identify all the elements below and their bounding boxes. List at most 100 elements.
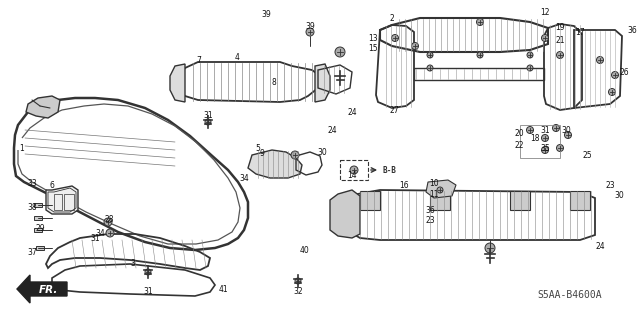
- Text: 9: 9: [260, 148, 264, 157]
- Text: 34: 34: [239, 173, 249, 182]
- Text: 25: 25: [582, 150, 592, 159]
- Polygon shape: [430, 191, 450, 210]
- Text: 30: 30: [614, 190, 624, 199]
- Circle shape: [527, 65, 533, 71]
- Text: 1: 1: [20, 143, 24, 153]
- Text: 31: 31: [143, 286, 153, 295]
- Polygon shape: [46, 186, 78, 214]
- Text: 39: 39: [305, 21, 315, 30]
- Bar: [34, 228, 42, 232]
- Circle shape: [412, 43, 419, 50]
- Text: 17: 17: [575, 28, 585, 36]
- Polygon shape: [248, 150, 302, 178]
- Text: FR.: FR.: [39, 285, 58, 295]
- Polygon shape: [315, 64, 330, 102]
- Text: 18: 18: [531, 133, 540, 142]
- Text: 7: 7: [196, 55, 202, 65]
- Circle shape: [335, 47, 345, 57]
- Text: 15: 15: [368, 44, 378, 52]
- Circle shape: [437, 187, 443, 193]
- Text: 31: 31: [203, 110, 213, 119]
- Text: 6: 6: [49, 180, 54, 189]
- Text: 21: 21: [556, 36, 564, 44]
- Text: 32: 32: [293, 286, 303, 295]
- Circle shape: [527, 126, 534, 133]
- Circle shape: [295, 278, 301, 284]
- Text: 26: 26: [619, 68, 629, 76]
- Text: 3: 3: [131, 259, 136, 268]
- Text: 22: 22: [515, 140, 524, 149]
- Text: 12: 12: [540, 7, 550, 17]
- Circle shape: [557, 52, 563, 59]
- Bar: [34, 203, 42, 207]
- Polygon shape: [510, 191, 530, 210]
- Circle shape: [106, 229, 114, 237]
- Circle shape: [541, 35, 548, 42]
- Bar: [36, 246, 44, 251]
- Text: 5: 5: [255, 143, 260, 153]
- Circle shape: [427, 52, 433, 58]
- Text: 30: 30: [561, 125, 571, 134]
- Circle shape: [145, 269, 151, 275]
- Circle shape: [564, 132, 572, 139]
- Text: 16: 16: [399, 180, 409, 189]
- Text: 31: 31: [540, 125, 550, 134]
- Bar: [34, 216, 42, 220]
- Circle shape: [557, 145, 563, 151]
- Text: 19: 19: [555, 22, 565, 31]
- Polygon shape: [170, 64, 185, 102]
- Text: 36: 36: [425, 205, 435, 214]
- Circle shape: [427, 65, 433, 71]
- Text: B-B: B-B: [382, 165, 396, 174]
- Polygon shape: [360, 191, 380, 210]
- Text: 24: 24: [347, 108, 357, 116]
- Text: 2: 2: [390, 13, 394, 22]
- Text: 29: 29: [35, 223, 45, 233]
- Text: 39: 39: [261, 10, 271, 19]
- Circle shape: [611, 71, 618, 78]
- Bar: [340, 160, 368, 180]
- Circle shape: [541, 134, 548, 141]
- Polygon shape: [426, 180, 456, 198]
- Polygon shape: [570, 191, 590, 210]
- Circle shape: [104, 218, 112, 226]
- Polygon shape: [17, 275, 67, 303]
- Text: 24: 24: [327, 125, 337, 134]
- Text: 14: 14: [347, 171, 357, 180]
- Circle shape: [609, 89, 616, 95]
- Text: S5AA-B4600A: S5AA-B4600A: [538, 290, 602, 300]
- Text: 8: 8: [271, 77, 276, 86]
- Text: 10: 10: [429, 179, 439, 188]
- Circle shape: [477, 19, 483, 26]
- Circle shape: [291, 151, 299, 159]
- Circle shape: [205, 119, 211, 125]
- Text: 4: 4: [235, 52, 239, 61]
- Text: 30: 30: [317, 148, 327, 156]
- Text: 20: 20: [514, 129, 524, 138]
- Text: 13: 13: [368, 34, 378, 43]
- Text: 23: 23: [425, 215, 435, 225]
- Circle shape: [306, 28, 314, 36]
- Circle shape: [350, 166, 358, 174]
- Polygon shape: [26, 96, 60, 118]
- Text: 35: 35: [540, 143, 550, 153]
- Text: 23: 23: [605, 180, 615, 189]
- Circle shape: [552, 124, 559, 132]
- Text: 34: 34: [95, 228, 105, 237]
- Text: 28: 28: [104, 214, 114, 223]
- Text: 38: 38: [27, 203, 37, 212]
- Text: 40: 40: [299, 245, 309, 254]
- Circle shape: [392, 35, 399, 42]
- Circle shape: [485, 243, 495, 253]
- Text: 37: 37: [27, 247, 37, 257]
- Text: 33: 33: [27, 179, 37, 188]
- Text: 27: 27: [389, 106, 399, 115]
- Circle shape: [527, 52, 533, 58]
- Polygon shape: [330, 190, 360, 238]
- Text: 36: 36: [627, 26, 637, 35]
- Text: 24: 24: [595, 242, 605, 251]
- Circle shape: [596, 57, 604, 63]
- Text: 11: 11: [429, 189, 439, 198]
- Circle shape: [477, 52, 483, 58]
- Circle shape: [541, 147, 548, 154]
